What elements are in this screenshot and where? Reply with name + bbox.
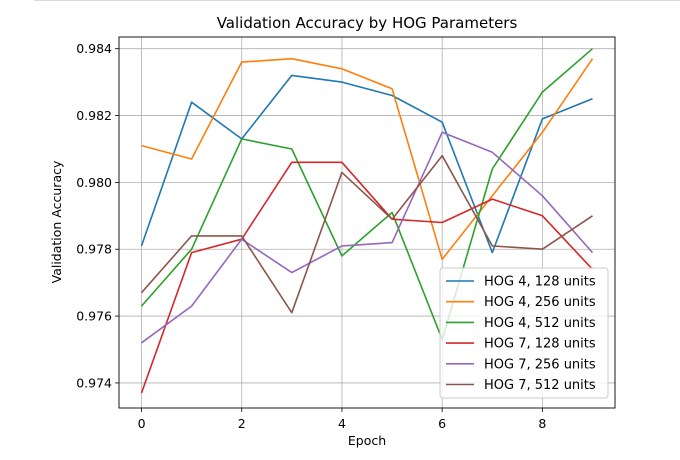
y-tick-label: 0.974 [76, 375, 112, 390]
x-tick-label: 4 [338, 416, 346, 431]
plot-frame [118, 36, 616, 409]
legend-label: HOG 4, 256 units [484, 295, 596, 310]
x-axis-ticks: 0 2 4 6 8 [138, 408, 546, 431]
chart-title: Validation Accuracy by HOG Parameters [217, 14, 518, 32]
top-divider [34, 0, 680, 1]
legend-label: HOG 4, 128 units [484, 275, 596, 290]
series-lines [140, 48, 594, 394]
y-tick-label: 0.984 [76, 41, 112, 56]
x-tick-label: 6 [438, 416, 446, 431]
series-line-1 [140, 74, 593, 254]
y-tick-label: 0.980 [76, 175, 112, 190]
legend-label: HOG 7, 512 units [484, 378, 596, 393]
y-tick-label: 0.976 [76, 309, 112, 324]
y-tick-label: 0.978 [76, 242, 112, 257]
y-tick-label: 0.982 [76, 108, 112, 123]
legend-label: HOG 7, 256 units [484, 357, 596, 372]
series-line-2 [141, 57, 594, 261]
x-tick-label: 8 [538, 416, 546, 431]
legend-label: HOG 4, 512 units [484, 316, 596, 331]
legend: HOG 4, 128 units HOG 4, 256 units HOG 4, 5… [439, 267, 609, 399]
legend-box [439, 267, 609, 399]
series-line-4 [140, 161, 594, 394]
series-line-6 [140, 154, 593, 314]
legend-label: HOG 7, 128 units [484, 337, 596, 352]
x-axis-label: Epoch [348, 433, 386, 448]
x-tick-label: 2 [238, 416, 246, 431]
series-line-3 [140, 48, 594, 341]
series-line-5 [141, 131, 594, 344]
y-axis-ticks: 0.974 0.976 0.978 0.980 0.982 0.984 [76, 41, 119, 390]
x-tick-label: 0 [138, 416, 146, 431]
y-axis-label: Validation Accuracy [49, 160, 64, 283]
